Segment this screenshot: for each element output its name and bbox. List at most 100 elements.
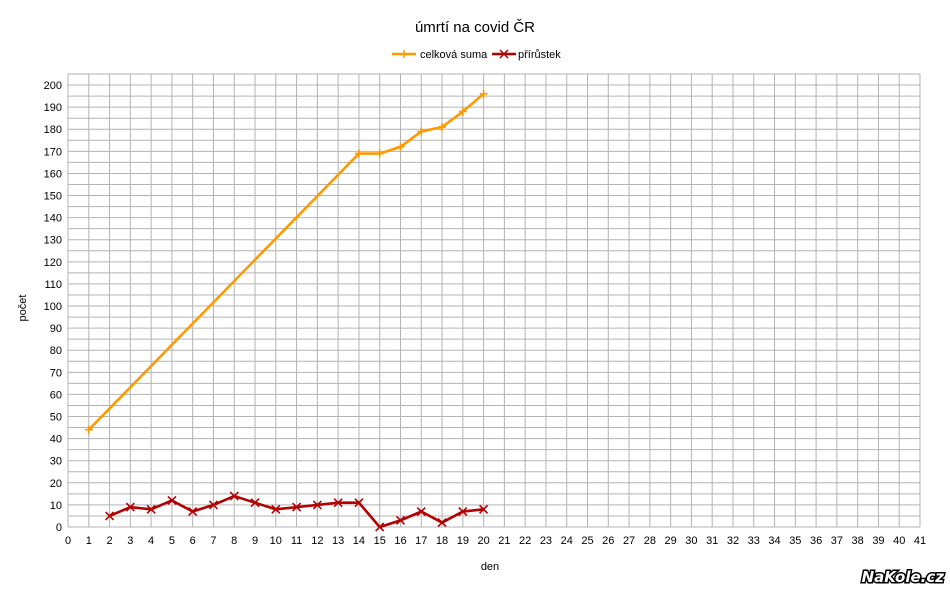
x-tick-label: 28 [644,535,656,547]
x-tick-label: 2 [106,535,112,547]
x-tick-label: 40 [893,535,905,547]
x-tick-label: 21 [498,535,510,547]
watermark-logo: NaKole.cz [862,568,945,586]
data-point [250,498,260,508]
series-layer [84,89,489,532]
x-tick-label: 4 [148,535,154,547]
x-tick-label: 22 [519,535,531,547]
data-point [479,89,488,98]
x-tick-label: 14 [353,535,365,547]
x-tick-label: 11 [291,535,302,547]
x-tick-label: 13 [332,535,344,547]
y-tick-label: 50 [50,412,62,424]
y-tick-label: 0 [56,522,62,534]
x-tick-label: 33 [748,535,760,547]
x-tick-label: 3 [127,535,133,547]
data-point [416,506,426,517]
x-tick-label: 39 [872,535,884,547]
y-tick-label: 80 [50,345,62,357]
data-point [375,149,384,158]
y-tick-label: 140 [44,213,62,225]
data-point [167,495,177,506]
y-tick-label: 200 [44,80,62,92]
y-tick-label: 20 [50,478,62,490]
legend: celková suma přírůstek [392,49,561,61]
data-point [292,502,302,512]
y-tick-label: 150 [44,191,62,203]
x-tick-label: 9 [252,535,258,547]
grid [67,73,921,528]
data-point [417,127,426,136]
series-prirustek [104,491,489,532]
x-tick-label: 37 [831,535,843,547]
legend-marker-celkova-suma [400,50,408,58]
y-tick-label: 90 [50,323,62,335]
x-tick-label: 29 [665,535,677,547]
data-point [333,498,343,508]
data-point [146,504,156,514]
data-point [188,506,198,517]
x-tick-label: 6 [190,535,196,547]
x-tick-label: 1 [86,535,92,547]
x-tick-labels: 0 1 2 3 4 5 6 7 8 9 10 11 12 13 14 15 16 17 18 19 20 21 22 23 24… [65,535,926,547]
y-tick-label: 30 [50,456,62,468]
x-tick-label: 41 [914,535,926,547]
data-point [458,506,468,517]
x-tick-label: 19 [457,535,469,547]
x-tick-label: 23 [540,535,552,547]
legend-label-celkova-suma: celková suma [420,49,488,61]
x-tick-label: 38 [852,535,864,547]
data-point [229,491,239,501]
x-tick-label: 16 [394,535,406,547]
x-tick-label: 31 [706,535,718,547]
x-tick-label: 36 [810,535,822,547]
y-tick-label: 170 [44,146,62,158]
data-point [104,511,115,521]
y-tick-label: 180 [44,124,62,136]
x-tick-label: 15 [374,535,386,547]
y-tick-label: 100 [44,301,62,313]
chart-title: úmrtí na covid ČR [415,19,535,36]
x-tick-label: 27 [623,535,635,547]
data-point [125,502,135,512]
y-tick-label: 70 [50,367,62,379]
legend-marker-prirustek [499,49,509,59]
x-tick-label: 0 [65,535,71,547]
x-tick-label: 12 [311,535,323,547]
x-tick-label: 18 [436,535,448,547]
x-tick-label: 26 [602,535,614,547]
y-tick-label: 10 [50,500,62,512]
x-tick-label: 17 [415,535,427,547]
data-point [271,504,281,514]
x-tick-label: 20 [477,535,489,547]
y-tick-label: 160 [44,168,62,180]
y-tick-label: 110 [44,279,62,291]
data-point [84,425,93,434]
data-point [354,149,363,158]
y-tick-label: 130 [44,235,62,247]
legend-label-prirustek: přírůstek [518,49,561,61]
x-axis-label: den [481,561,499,573]
y-tick-label: 60 [50,389,62,401]
y-tick-label: 120 [44,257,62,269]
data-point [437,518,447,528]
data-point [479,504,489,514]
data-point [312,500,322,510]
data-point [458,107,467,116]
data-point [395,515,406,525]
x-tick-label: 32 [727,535,739,547]
y-tick-label: 40 [50,434,62,446]
x-tick-label: 25 [581,535,593,547]
x-tick-label: 8 [231,535,237,547]
data-point [396,142,405,151]
x-tick-label: 10 [270,535,282,547]
series-celkova-suma [84,89,488,434]
data-point [438,123,447,132]
x-tick-label: 5 [169,535,175,547]
x-tick-label: 35 [789,535,801,547]
data-point [375,522,385,532]
y-tick-labels: 0 10 20 30 40 50 60 70 80 90 100 110 120 130 140 150 160… [44,80,62,534]
data-point [354,498,364,508]
x-tick-label: 34 [768,535,780,547]
